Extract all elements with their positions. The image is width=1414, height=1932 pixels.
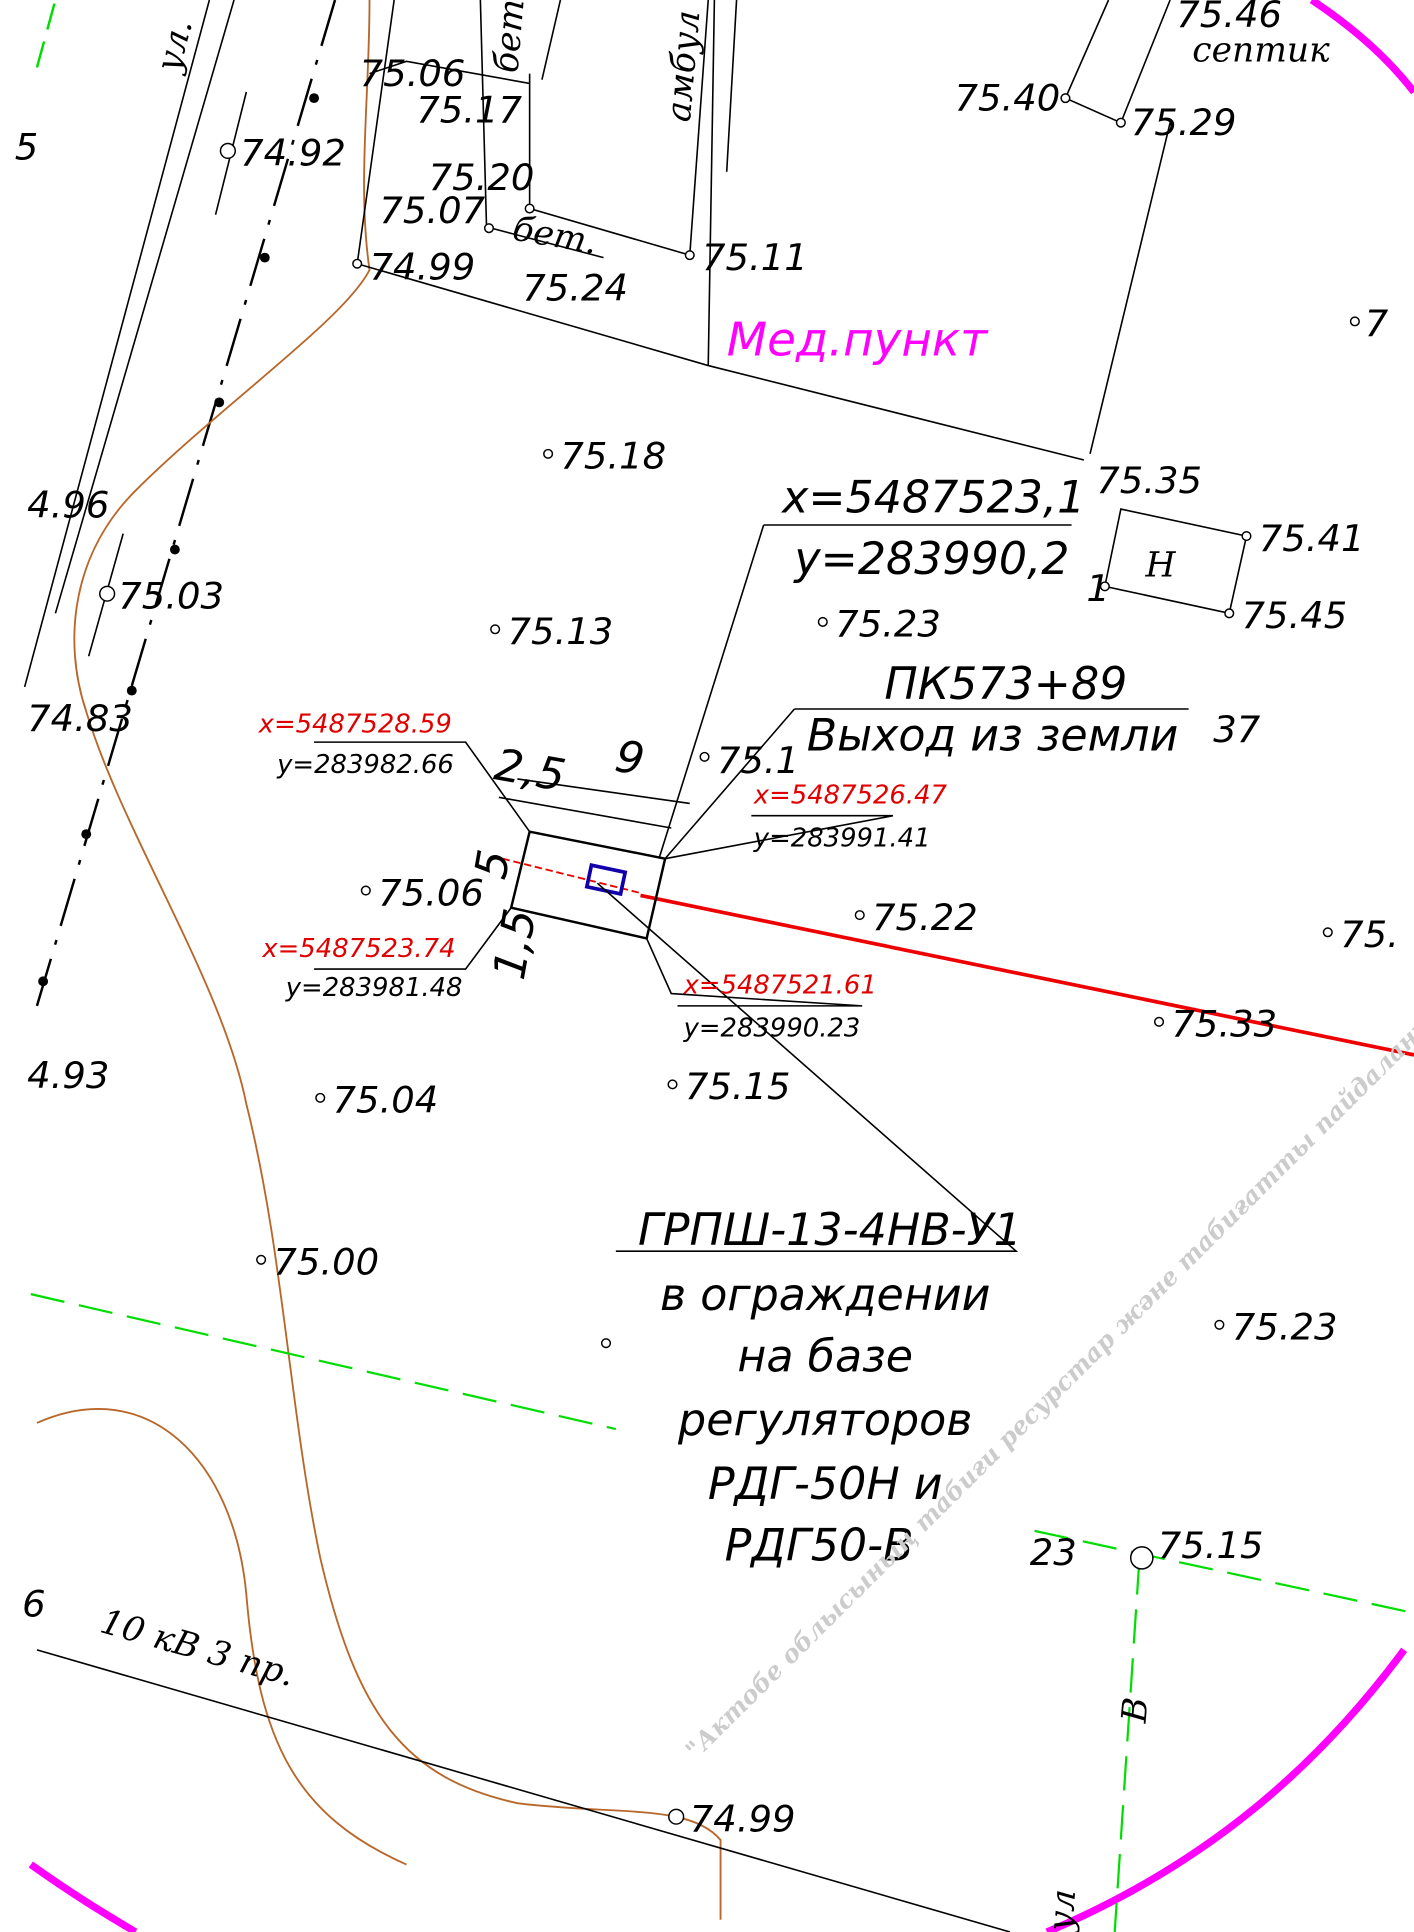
picket-note: Выход из земли <box>807 711 1179 762</box>
elevation: 74.83 <box>27 697 133 740</box>
coordinate: x=5487523,1 <box>780 473 1085 524</box>
street-label: ул <box>1040 1888 1084 1932</box>
object-label: Мед.пункт <box>727 314 990 368</box>
corner-y: y=283991.41 <box>753 823 931 853</box>
elevation: 75.15 <box>685 1065 791 1108</box>
linework <box>23 0 1414 1932</box>
elevation: 1 <box>1086 567 1110 610</box>
elevation: 75.23 <box>835 603 941 646</box>
dimension: 9 <box>611 731 648 786</box>
elevation-labels: 75.06 75.17 74.92 75.20 75.07 74.99 75.2… <box>15 0 1399 1840</box>
elevation: 75.33 <box>1171 1003 1277 1046</box>
elevation: 75.03 <box>118 574 224 617</box>
object-label: В <box>1114 1696 1156 1726</box>
object-label: 10 кВ 3 пр. <box>96 1602 299 1695</box>
object-labels: ул. ул бет. амбул септик бет. Мед.пункт … <box>96 0 1330 1932</box>
point-markers <box>256 93 1360 1349</box>
elevation: 75.35 <box>1096 459 1202 502</box>
elevation: 37 <box>1213 708 1261 751</box>
corner-y: y=283990.23 <box>683 1014 861 1044</box>
elevation: 75.1 <box>717 739 799 782</box>
elevation: 75.07 <box>379 189 485 232</box>
elevation: 74.92 <box>240 132 346 175</box>
object-label: Н <box>1144 546 1176 586</box>
equipment-line: на базе <box>737 1331 913 1382</box>
corner-x: x=5487526.47 <box>753 781 948 811</box>
elevation: 75.17 <box>416 89 522 132</box>
elevation: 75.29 <box>1131 101 1237 144</box>
coordinate: y=283990,2 <box>792 534 1069 585</box>
elevation: 75.45 <box>1242 594 1348 637</box>
elevation: 6 <box>22 1583 46 1626</box>
object-label: амбул <box>659 9 709 124</box>
equipment-line: РДГ-50Н и <box>708 1459 943 1510</box>
elevation: 75.46 <box>1176 0 1282 36</box>
elevation: 4.96 <box>27 484 109 527</box>
elevation: 4.93 <box>27 1054 109 1097</box>
elevation: 75.11 <box>702 236 808 279</box>
corner-x: x=5487521.61 <box>683 971 877 1001</box>
elevation: 74.99 <box>370 246 476 289</box>
object-label: бет. <box>486 0 533 74</box>
corner-y: y=283981.48 <box>285 973 463 1003</box>
elevation: 5 <box>15 126 39 169</box>
elevation: 7 <box>1365 302 1389 345</box>
equipment-title: ГРПШ-13-4НВ-У1 <box>638 1205 1022 1256</box>
corner-x: x=5487523.74 <box>261 934 455 964</box>
dimension: 1,5 <box>484 905 547 983</box>
equipment-line: регуляторов <box>677 1395 972 1446</box>
equipment-line: в ограждении <box>660 1270 990 1321</box>
elevation: 75. <box>1340 913 1399 956</box>
picket: ПК573+89 <box>884 659 1127 710</box>
elevation: 75.41 <box>1259 517 1365 560</box>
elevation: 23 <box>1030 1531 1077 1574</box>
corner-y: y=283982.66 <box>276 750 454 780</box>
elevation: 74.99 <box>690 1797 796 1840</box>
elevation: 75.22 <box>872 896 978 939</box>
object-label: септик <box>1192 30 1330 70</box>
elevation: 75.23 <box>1232 1306 1338 1349</box>
equipment-line: РДГ50-В <box>725 1520 914 1571</box>
street-label: ул. <box>148 15 201 78</box>
dimension: 2,5 <box>491 740 569 802</box>
elevation: 75.06 <box>360 52 466 95</box>
corner-x: x=5487528.59 <box>258 709 452 739</box>
elevation: 75.18 <box>560 435 666 478</box>
elevation: 75.40 <box>955 76 1061 119</box>
elevation: 75.24 <box>522 267 628 310</box>
elevation: 75.13 <box>507 610 613 653</box>
object-label: бет. <box>510 209 601 263</box>
elevation: 75.06 <box>378 871 484 914</box>
elevation: 75.20 <box>429 156 535 199</box>
elevation: 75.00 <box>273 1241 379 1284</box>
elevation: 75.15 <box>1158 1524 1264 1567</box>
elevation: 75.04 <box>333 1079 439 1122</box>
